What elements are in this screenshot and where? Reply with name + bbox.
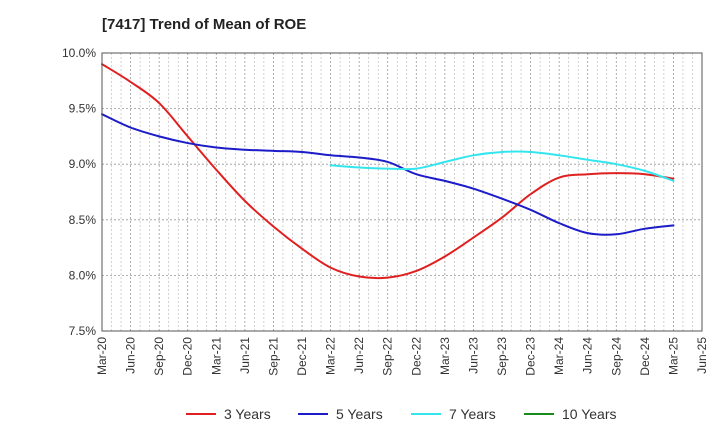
x-tick-label: Jun-24 (581, 337, 595, 374)
legend-label-7-years: 7 Years (449, 406, 496, 422)
series-line-3-years (101, 63, 675, 280)
x-tick-label: Mar-21 (209, 337, 223, 375)
x-tick-label: Dec-21 (295, 337, 309, 376)
legend-label-5-years: 5 Years (336, 406, 383, 422)
x-tick-label: Mar-22 (324, 337, 338, 375)
x-tick-label: Jun-25 (695, 337, 709, 374)
legend: 3 Years 5 Years 7 Years 10 Years (186, 406, 617, 422)
y-tick-label: 10.0% (62, 46, 96, 60)
y-tick-label: 9.5% (69, 102, 97, 116)
x-tick-label: Mar-24 (552, 337, 566, 375)
legend-label-3-years: 3 Years (224, 406, 271, 422)
x-tick-label: Mar-23 (438, 337, 452, 375)
x-tick-labels: Mar-20 Jun-20 Sep-20 Dec-20 Mar-21 Jun-21 Sep-… (95, 337, 709, 376)
x-tick-label: Sep-24 (609, 337, 623, 376)
series-line-7-years (329, 150, 675, 182)
x-tick-label: Jun-23 (466, 337, 480, 374)
plot-background (102, 53, 702, 331)
x-tick-label: Sep-22 (381, 337, 395, 376)
y-tick-label: 8.0% (69, 268, 97, 282)
x-tick-label: Sep-20 (152, 337, 166, 376)
x-tick-label: Sep-21 (266, 337, 280, 376)
y-tick-label: 9.0% (69, 157, 97, 171)
x-tick-label: Sep-23 (495, 337, 509, 376)
y-tick-label: 8.5% (69, 213, 97, 227)
y-tick-label: 7.5% (69, 324, 97, 338)
x-tick-label: Jun-22 (352, 337, 366, 374)
x-tick-label: Jun-20 (124, 337, 138, 374)
legend-label-10-years: 10 Years (562, 406, 617, 422)
x-tick-label: Dec-22 (409, 337, 423, 376)
y-tick-labels: 7.5% 8.0% 8.5% 9.0% 9.5% 10.0% (62, 46, 96, 338)
x-tick-label: Jun-21 (238, 337, 252, 374)
plot-area (102, 53, 702, 331)
x-tick-label: Dec-20 (181, 337, 195, 376)
x-tick-label: Mar-25 (666, 337, 680, 375)
plot-frame (101, 52, 703, 332)
series-lines (101, 63, 675, 280)
chart-title: [7417] Trend of Mean of ROE (102, 16, 307, 33)
series-line-5-years (101, 113, 675, 236)
x-tick-label: Dec-23 (524, 337, 538, 376)
x-tick-label: Dec-24 (638, 337, 652, 376)
axes (101, 52, 703, 332)
x-tick-label: Mar-20 (95, 337, 109, 375)
